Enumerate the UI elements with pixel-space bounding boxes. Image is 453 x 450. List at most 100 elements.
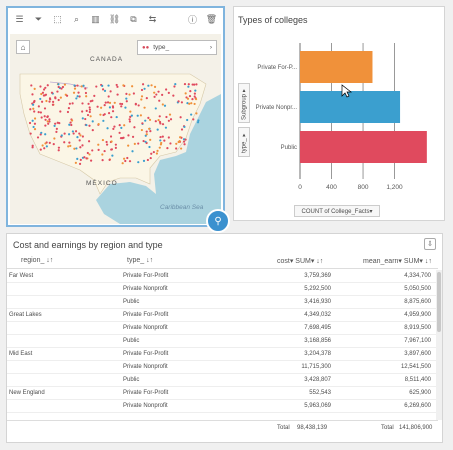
college-dot <box>124 106 127 109</box>
college-dot <box>161 93 164 96</box>
college-dot <box>78 139 81 142</box>
cell-cost: 3,204,378 <box>304 351 331 357</box>
college-dot <box>33 87 36 90</box>
college-dot <box>39 97 42 101</box>
college-dot <box>143 106 146 109</box>
college-dot <box>43 147 46 150</box>
scroll-thumb[interactable] <box>437 272 441 332</box>
trash-icon[interactable]: 🗑 <box>205 13 218 24</box>
table-row[interactable]: Private Nonprofit 11,715,300 12,541,500 <box>7 361 438 374</box>
college-dot <box>75 147 78 150</box>
college-dot <box>147 116 150 119</box>
table-row[interactable]: Public 3,168,856 7,967,100 <box>7 335 438 348</box>
college-dot <box>130 114 133 117</box>
list-icon[interactable]: ☰ <box>15 13 24 24</box>
college-dot <box>179 136 182 139</box>
college-dot <box>55 127 58 130</box>
table-row[interactable]: Private Nonprofit 5,292,500 5,050,500 <box>7 283 438 296</box>
college-dot <box>118 131 121 134</box>
flip-icon[interactable]: ⇆ <box>148 13 157 24</box>
action-fab-icon[interactable]: ⚲ <box>206 209 230 233</box>
college-dot <box>173 85 176 88</box>
college-dot <box>101 84 104 87</box>
legend-dots-icon: ●● <box>142 44 150 51</box>
table-card[interactable]: Cost and earnings by region and type ⇩ r… <box>6 233 443 443</box>
header-type[interactable]: type_ ↓↑ <box>127 257 154 264</box>
college-dot <box>124 159 127 163</box>
table-row[interactable]: Private Nonprofit 7,698,495 8,919,500 <box>7 322 438 335</box>
college-dot <box>88 153 91 156</box>
college-dot <box>103 89 107 92</box>
college-dot <box>31 144 34 147</box>
college-dot <box>60 134 63 137</box>
x-axis-button[interactable]: COUNT of College_Facts▾ <box>294 205 380 217</box>
college-dot <box>63 83 67 86</box>
filter-icon[interactable]: ⏷ <box>34 13 43 24</box>
college-dot <box>44 133 47 136</box>
college-dot <box>197 119 200 122</box>
college-dot <box>81 135 84 138</box>
cell-earn: 7,967,100 <box>404 338 431 344</box>
college-dot <box>187 85 190 88</box>
college-dot <box>59 110 62 113</box>
export-icon[interactable]: ⇩ <box>424 238 436 250</box>
college-dot <box>75 97 78 100</box>
college-dot <box>46 115 49 119</box>
table-row[interactable]: Public 3,416,930 8,875,600 <box>7 296 438 309</box>
table-row[interactable]: Public 3,428,807 8,511,400 <box>7 374 438 387</box>
copy-icon[interactable]: ⧉ <box>130 13 137 24</box>
info-icon[interactable]: ⓘ <box>187 14 197 25</box>
map-view[interactable]: CANADA MÉXICO Caribbean Sea ⌂ ●● type_ › <box>10 34 221 224</box>
college-dot <box>139 114 142 117</box>
college-dot <box>179 116 182 119</box>
college-dot <box>121 102 124 106</box>
bar[interactable] <box>300 131 427 163</box>
header-cost[interactable]: cost▾ SUM▾ ↓↑ <box>277 258 324 265</box>
college-dot <box>58 122 61 125</box>
college-dot <box>182 140 186 143</box>
table-row[interactable]: Mid East Private For-Profit 3,204,378 3,897… <box>7 348 438 361</box>
college-dot <box>158 115 161 118</box>
table-row[interactable]: New England Private For-Profit 552,543 625,… <box>7 387 438 400</box>
table-footer: Total 98,438,139 Total 141,806,900 <box>7 420 438 436</box>
college-dot <box>91 99 94 102</box>
cell-earn: 4,959,900 <box>404 312 431 318</box>
college-dot <box>191 98 194 101</box>
zoom-icon[interactable]: ⌕ <box>73 13 80 24</box>
link-icon[interactable]: ⛓ <box>108 13 121 24</box>
bar-chart-icon[interactable]: ▥ <box>91 13 100 24</box>
home-icon[interactable]: ⌂ <box>16 40 30 54</box>
college-dot <box>152 150 155 154</box>
college-dot <box>155 93 158 96</box>
college-dot <box>133 142 136 145</box>
college-dot <box>54 97 57 100</box>
table-row[interactable]: Private Nonprofit 5,963,069 6,269,600 <box>7 400 438 413</box>
cell-earn: 3,897,600 <box>404 351 431 357</box>
table-body: Far West Private For-Profit 3,759,369 4,334… <box>7 270 438 420</box>
scrollbar[interactable] <box>436 270 442 420</box>
category-label: Public <box>281 145 297 151</box>
cell-cost: 5,292,500 <box>304 286 331 292</box>
table-row[interactable]: Far West Private For-Profit 3,759,369 4,334… <box>7 270 438 283</box>
bar[interactable] <box>300 51 373 83</box>
cell-cost: 3,428,807 <box>304 377 331 383</box>
chart-card[interactable]: Types of colleges Subgroup▾ type_▾ 0 400 8… <box>233 6 445 221</box>
header-earn[interactable]: mean_earn▾ SUM▾ ↓↑ <box>363 258 432 265</box>
table-row[interactable]: Great Lakes Private For-Profit 4,349,032 4,… <box>7 309 438 322</box>
college-dot <box>32 125 35 129</box>
college-dot <box>148 127 151 130</box>
college-dot <box>120 105 123 108</box>
college-dot <box>69 121 72 124</box>
cell-type: Private Nonprofit <box>123 325 168 331</box>
college-dot <box>177 100 180 103</box>
college-dot <box>158 120 162 124</box>
legend-toggle[interactable]: ●● type_ › <box>137 40 217 55</box>
cell-type: Public <box>123 377 140 383</box>
map-card[interactable]: ☰ ⏷ ⬚ ⌕ ▥ ⛓ ⧉ ⇆ ⓘ 🗑 CANADA MÉXICO Caribb… <box>6 6 225 227</box>
header-region[interactable]: region_ ↓↑ <box>21 257 54 264</box>
select-icon[interactable]: ⬚ <box>53 13 62 24</box>
bar[interactable] <box>300 91 401 123</box>
college-dot <box>159 135 162 139</box>
college-dot <box>107 95 110 98</box>
college-dot <box>81 102 84 105</box>
